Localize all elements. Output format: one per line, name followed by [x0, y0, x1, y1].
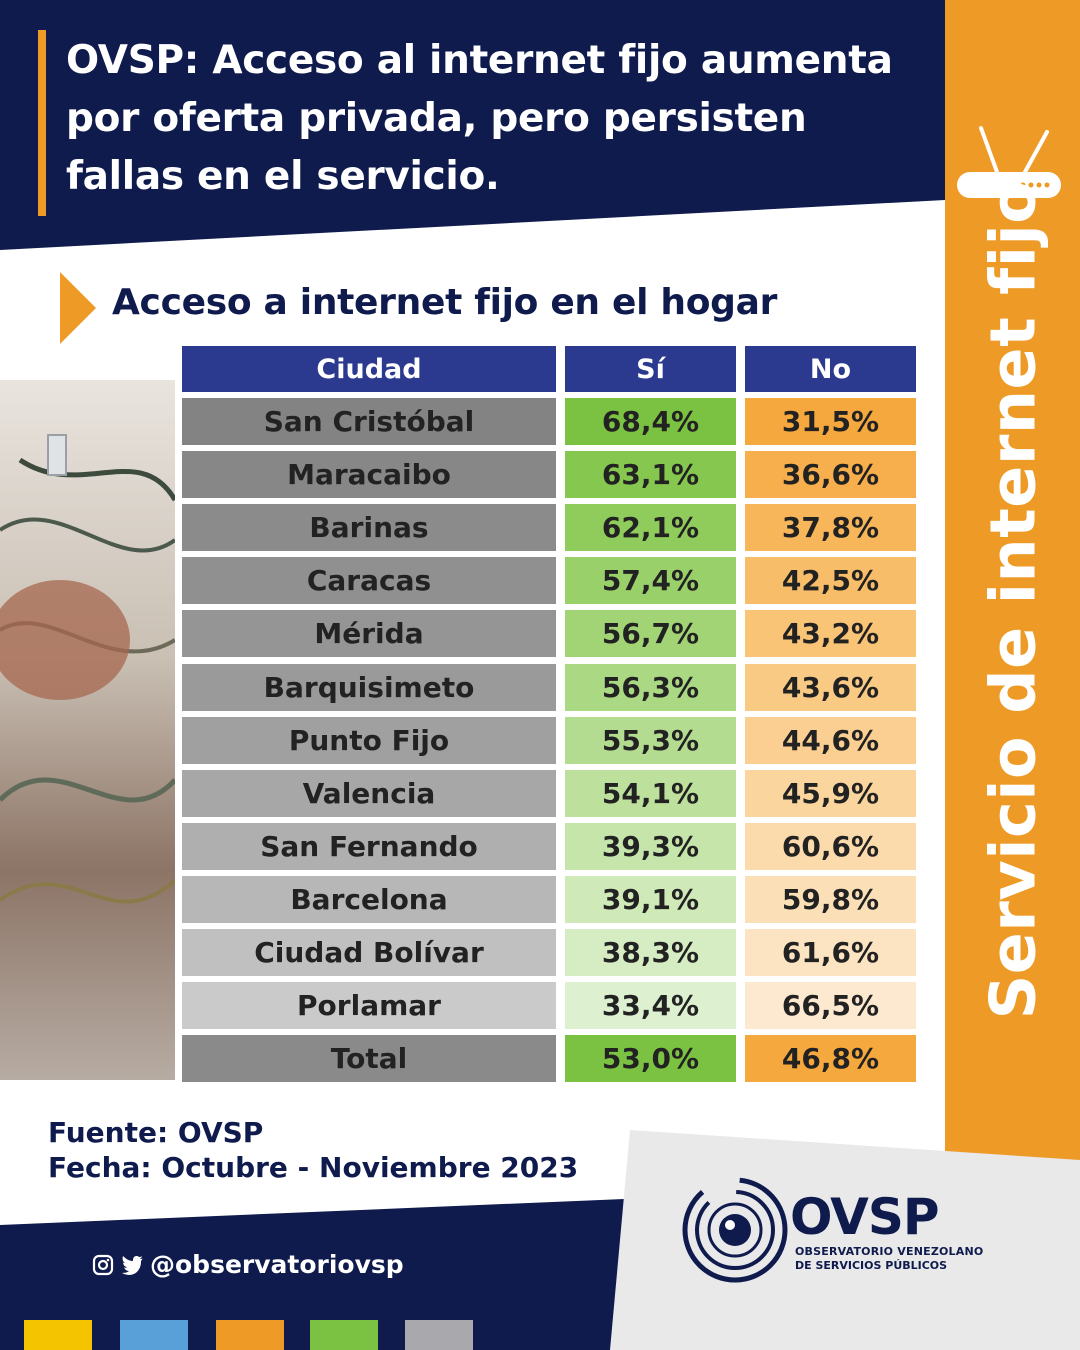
social-handle: @observatoriovsp [92, 1250, 404, 1279]
si-cell: 56,3% [565, 663, 736, 711]
logo-subtitle-line2: DE SERVICIOS PÚBLICOS [795, 1259, 948, 1272]
side-band [945, 0, 1080, 1350]
no-cell: 36,6% [745, 451, 916, 499]
no-cell: 45,9% [745, 769, 916, 817]
si-cell: 55,3% [565, 716, 736, 764]
si-cell: 53,0% [565, 1035, 736, 1083]
si-cell: 57,4% [565, 557, 736, 605]
si-cell: 68,4% [565, 398, 736, 445]
city-cell: Ciudad Bolívar [182, 929, 556, 976]
page-title: OVSP: Acceso al internet fijo aumenta po… [66, 38, 893, 199]
color-swatch [405, 1320, 473, 1350]
source-block: Fuente: OVSP Fecha: Octubre - Noviembre … [48, 1115, 578, 1185]
no-cell: 43,6% [745, 663, 916, 711]
social-handle-text: @observatoriovsp [150, 1250, 404, 1279]
color-swatch [310, 1320, 378, 1350]
no-cell: 60,6% [745, 822, 916, 870]
si-cell: 39,1% [565, 875, 736, 923]
city-cell: Barquisimeto [182, 663, 556, 711]
date-label: Fecha: Octubre - Noviembre 2023 [48, 1151, 579, 1184]
column-header-ciudad: Ciudad [182, 346, 556, 392]
city-cell: Barcelona [182, 875, 556, 923]
si-cell: 33,4% [565, 982, 736, 1030]
instagram-icon [92, 1254, 114, 1275]
no-cell: 37,8% [745, 504, 916, 552]
city-cell: San Fernando [182, 822, 556, 870]
city-cell: Porlamar [182, 982, 556, 1030]
no-cell: 44,6% [745, 716, 916, 764]
no-cell: 61,6% [745, 929, 916, 976]
si-cell: 39,3% [565, 822, 736, 870]
column-header-si: Sí [565, 346, 736, 392]
city-cell: Barinas [182, 504, 556, 552]
header-wedge [0, 200, 945, 250]
router-icon [957, 126, 1061, 198]
logo-subtitle-line1: OBSERVATORIO VENEZOLANO [795, 1245, 984, 1258]
city-cell: Caracas [182, 557, 556, 605]
source-label: Fuente: OVSP [48, 1116, 264, 1149]
si-cell: 38,3% [565, 929, 736, 976]
subtitle-arrow-icon [60, 272, 96, 344]
header-background [0, 0, 945, 250]
si-cell: 56,7% [565, 610, 736, 658]
ovsp-logo-icon [682, 1177, 788, 1283]
color-swatch [24, 1320, 92, 1350]
no-cell: 59,8% [745, 875, 916, 923]
title-accent-bar [38, 30, 46, 216]
logo-panel [610, 1130, 1080, 1350]
no-cell: 42,5% [745, 557, 916, 605]
city-cell: San Cristóbal [182, 398, 556, 445]
city-cell: Maracaibo [182, 451, 556, 499]
logo-wordmark: OVSP [790, 1188, 940, 1246]
twitter-icon [122, 1255, 143, 1275]
side-title: Servicio de internet fijo [976, 180, 1050, 1020]
color-swatch [216, 1320, 284, 1350]
no-cell: 31,5% [745, 398, 916, 445]
si-cell: 62,1% [565, 504, 736, 552]
city-cell: Valencia [182, 769, 556, 817]
column-header-no: No [745, 346, 916, 392]
color-swatch [120, 1320, 188, 1350]
no-cell: 66,5% [745, 982, 916, 1030]
city-cell: Total [182, 1035, 556, 1083]
si-cell: 54,1% [565, 769, 736, 817]
no-cell: 43,2% [745, 610, 916, 658]
city-cell: Mérida [182, 610, 556, 658]
si-cell: 63,1% [565, 451, 736, 499]
cables-photo [0, 380, 175, 1080]
city-cell: Punto Fijo [182, 716, 556, 764]
table-title: Acceso a internet fijo en el hogar [112, 282, 778, 323]
no-cell: 46,8% [745, 1035, 916, 1083]
